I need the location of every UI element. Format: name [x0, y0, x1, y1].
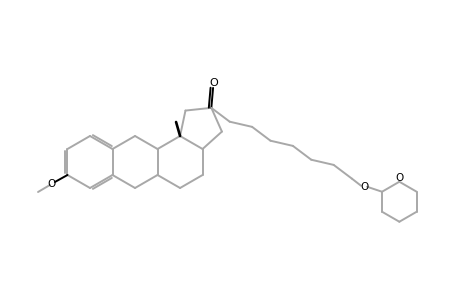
- Text: O: O: [209, 78, 218, 88]
- Text: O: O: [394, 173, 403, 183]
- Text: O: O: [359, 182, 367, 192]
- Text: O: O: [48, 179, 56, 189]
